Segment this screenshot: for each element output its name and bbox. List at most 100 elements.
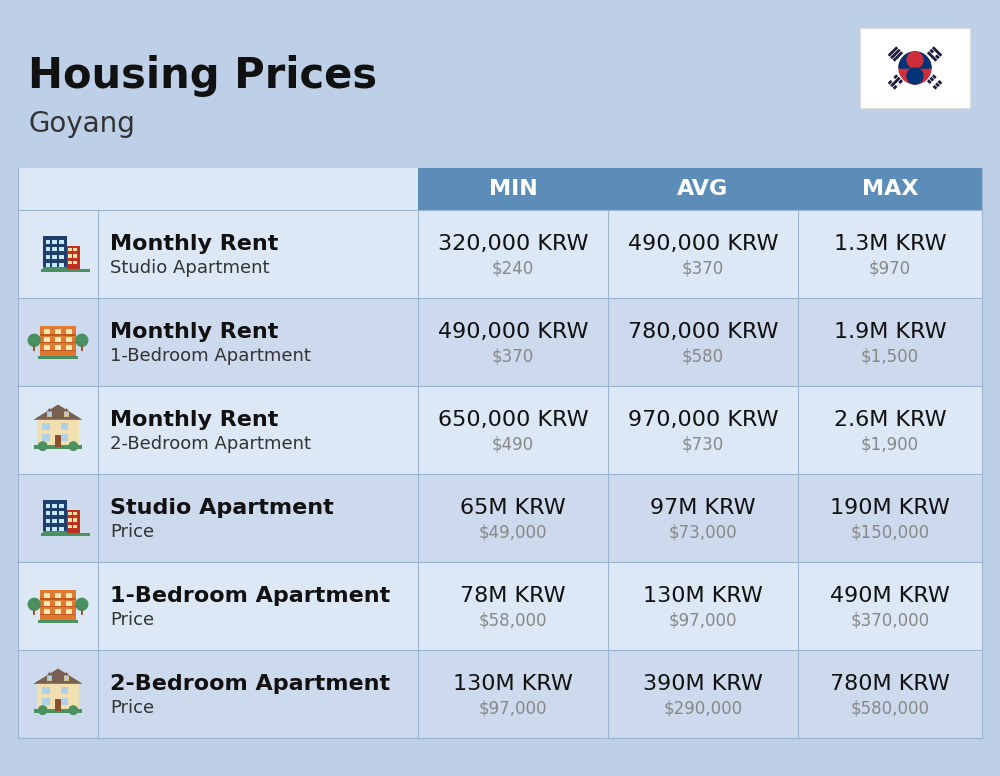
Bar — [65, 412, 68, 416]
Bar — [37, 684, 79, 711]
Text: 650,000 KRW: 650,000 KRW — [438, 410, 588, 430]
Bar — [68, 255, 72, 258]
Bar — [43, 267, 66, 272]
Bar — [43, 531, 66, 536]
Bar — [59, 255, 64, 259]
Bar — [66, 510, 80, 533]
Text: $97,000: $97,000 — [669, 611, 737, 629]
Bar — [48, 412, 51, 416]
Text: $1,500: $1,500 — [861, 347, 919, 365]
Bar — [47, 411, 52, 417]
Text: 190M KRW: 190M KRW — [830, 498, 950, 518]
Bar — [18, 386, 982, 474]
Bar — [43, 501, 66, 536]
Bar — [40, 590, 76, 622]
Bar — [55, 337, 61, 342]
Bar — [73, 518, 77, 521]
Polygon shape — [33, 668, 83, 684]
Bar — [38, 619, 78, 623]
Bar — [55, 435, 61, 447]
Bar — [46, 519, 50, 523]
Text: 2.6M KRW: 2.6M KRW — [834, 410, 946, 430]
Bar — [48, 676, 51, 680]
Bar — [34, 709, 82, 712]
Bar — [860, 28, 970, 108]
Bar — [61, 698, 68, 705]
Text: Goyang: Goyang — [28, 110, 135, 138]
Bar — [18, 562, 982, 650]
Bar — [52, 255, 57, 259]
Text: Monthly Rent: Monthly Rent — [110, 410, 278, 430]
Text: $370: $370 — [682, 259, 724, 277]
Text: Price: Price — [110, 699, 154, 717]
Text: 970,000 KRW: 970,000 KRW — [628, 410, 778, 430]
Text: MAX: MAX — [862, 179, 918, 199]
Circle shape — [76, 598, 88, 610]
Bar — [61, 423, 68, 430]
Text: 1.3M KRW: 1.3M KRW — [834, 234, 946, 254]
Bar — [44, 601, 50, 606]
Bar — [59, 262, 64, 267]
Bar — [46, 255, 50, 259]
Bar — [68, 512, 72, 515]
Text: 2-Bedroom Apartment: 2-Bedroom Apartment — [110, 435, 311, 453]
Text: Price: Price — [110, 611, 154, 629]
Text: $290,000: $290,000 — [663, 699, 743, 717]
Polygon shape — [64, 672, 69, 675]
Bar — [46, 240, 50, 244]
Bar — [44, 593, 50, 598]
Text: 97M KRW: 97M KRW — [650, 498, 756, 518]
Bar — [52, 262, 57, 267]
Bar — [42, 688, 50, 694]
Text: $370,000: $370,000 — [850, 611, 930, 629]
Bar — [46, 511, 50, 515]
Bar — [73, 525, 77, 528]
Bar — [40, 598, 76, 600]
Bar — [81, 345, 83, 351]
Bar — [44, 329, 50, 334]
Bar — [42, 423, 50, 430]
Text: 130M KRW: 130M KRW — [453, 674, 573, 694]
Bar — [40, 350, 76, 351]
Bar — [33, 609, 35, 615]
Bar — [66, 329, 72, 334]
Circle shape — [28, 598, 40, 610]
Text: Monthly Rent: Monthly Rent — [110, 234, 278, 254]
Bar — [55, 329, 61, 334]
Text: $73,000: $73,000 — [669, 523, 737, 541]
Circle shape — [38, 706, 47, 715]
Text: $580: $580 — [682, 347, 724, 365]
Bar — [608, 168, 798, 210]
Bar — [40, 326, 76, 359]
Bar — [66, 337, 72, 342]
Text: 490,000 KRW: 490,000 KRW — [438, 322, 588, 342]
Bar — [66, 608, 72, 614]
Bar — [38, 355, 78, 359]
Text: 320,000 KRW: 320,000 KRW — [438, 234, 588, 254]
Text: 1-Bedroom Apartment: 1-Bedroom Apartment — [110, 347, 311, 365]
Bar — [33, 345, 35, 351]
Bar — [68, 261, 72, 264]
Bar — [46, 248, 50, 251]
Text: Studio Apartment: Studio Apartment — [110, 259, 270, 277]
Text: Price: Price — [110, 523, 154, 541]
Bar — [37, 420, 79, 447]
Bar — [73, 248, 77, 251]
Text: 65M KRW: 65M KRW — [460, 498, 566, 518]
Bar — [55, 593, 61, 598]
Text: 2-Bedroom Apartment: 2-Bedroom Apartment — [110, 674, 390, 694]
Bar — [46, 262, 50, 267]
Text: $58,000: $58,000 — [479, 611, 547, 629]
Bar — [52, 526, 57, 531]
Bar — [46, 526, 50, 531]
Circle shape — [69, 706, 78, 715]
Bar — [64, 411, 69, 417]
Bar — [59, 511, 64, 515]
Bar — [42, 698, 50, 705]
Polygon shape — [47, 408, 52, 411]
Bar — [52, 504, 57, 508]
Polygon shape — [64, 408, 69, 411]
Text: 490,000 KRW: 490,000 KRW — [628, 234, 778, 254]
Bar — [59, 504, 64, 508]
Bar — [40, 606, 76, 608]
